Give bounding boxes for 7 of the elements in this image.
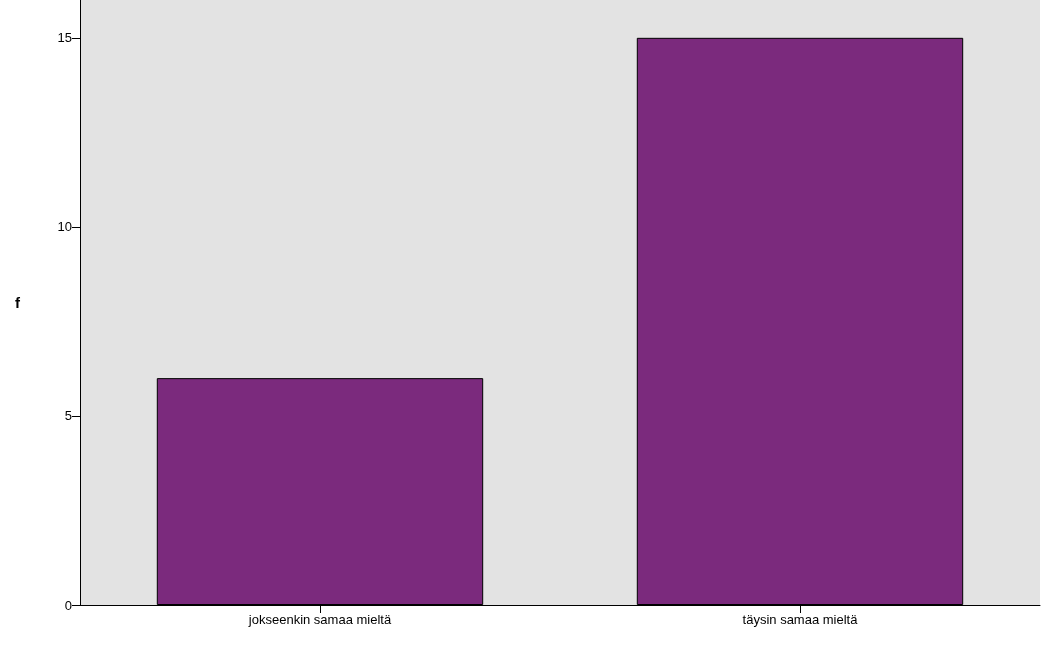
y-tick-label: 15 [57, 30, 72, 46]
y-tick-label: 10 [57, 219, 72, 235]
y-axis-title: f [15, 294, 21, 311]
x-tick-label: jokseenkin samaa mieltä [247, 612, 392, 627]
x-tick-label: täysin samaa mieltä [742, 612, 859, 627]
y-tick-label: 5 [64, 408, 72, 424]
y-tick-label: 0 [64, 597, 72, 613]
